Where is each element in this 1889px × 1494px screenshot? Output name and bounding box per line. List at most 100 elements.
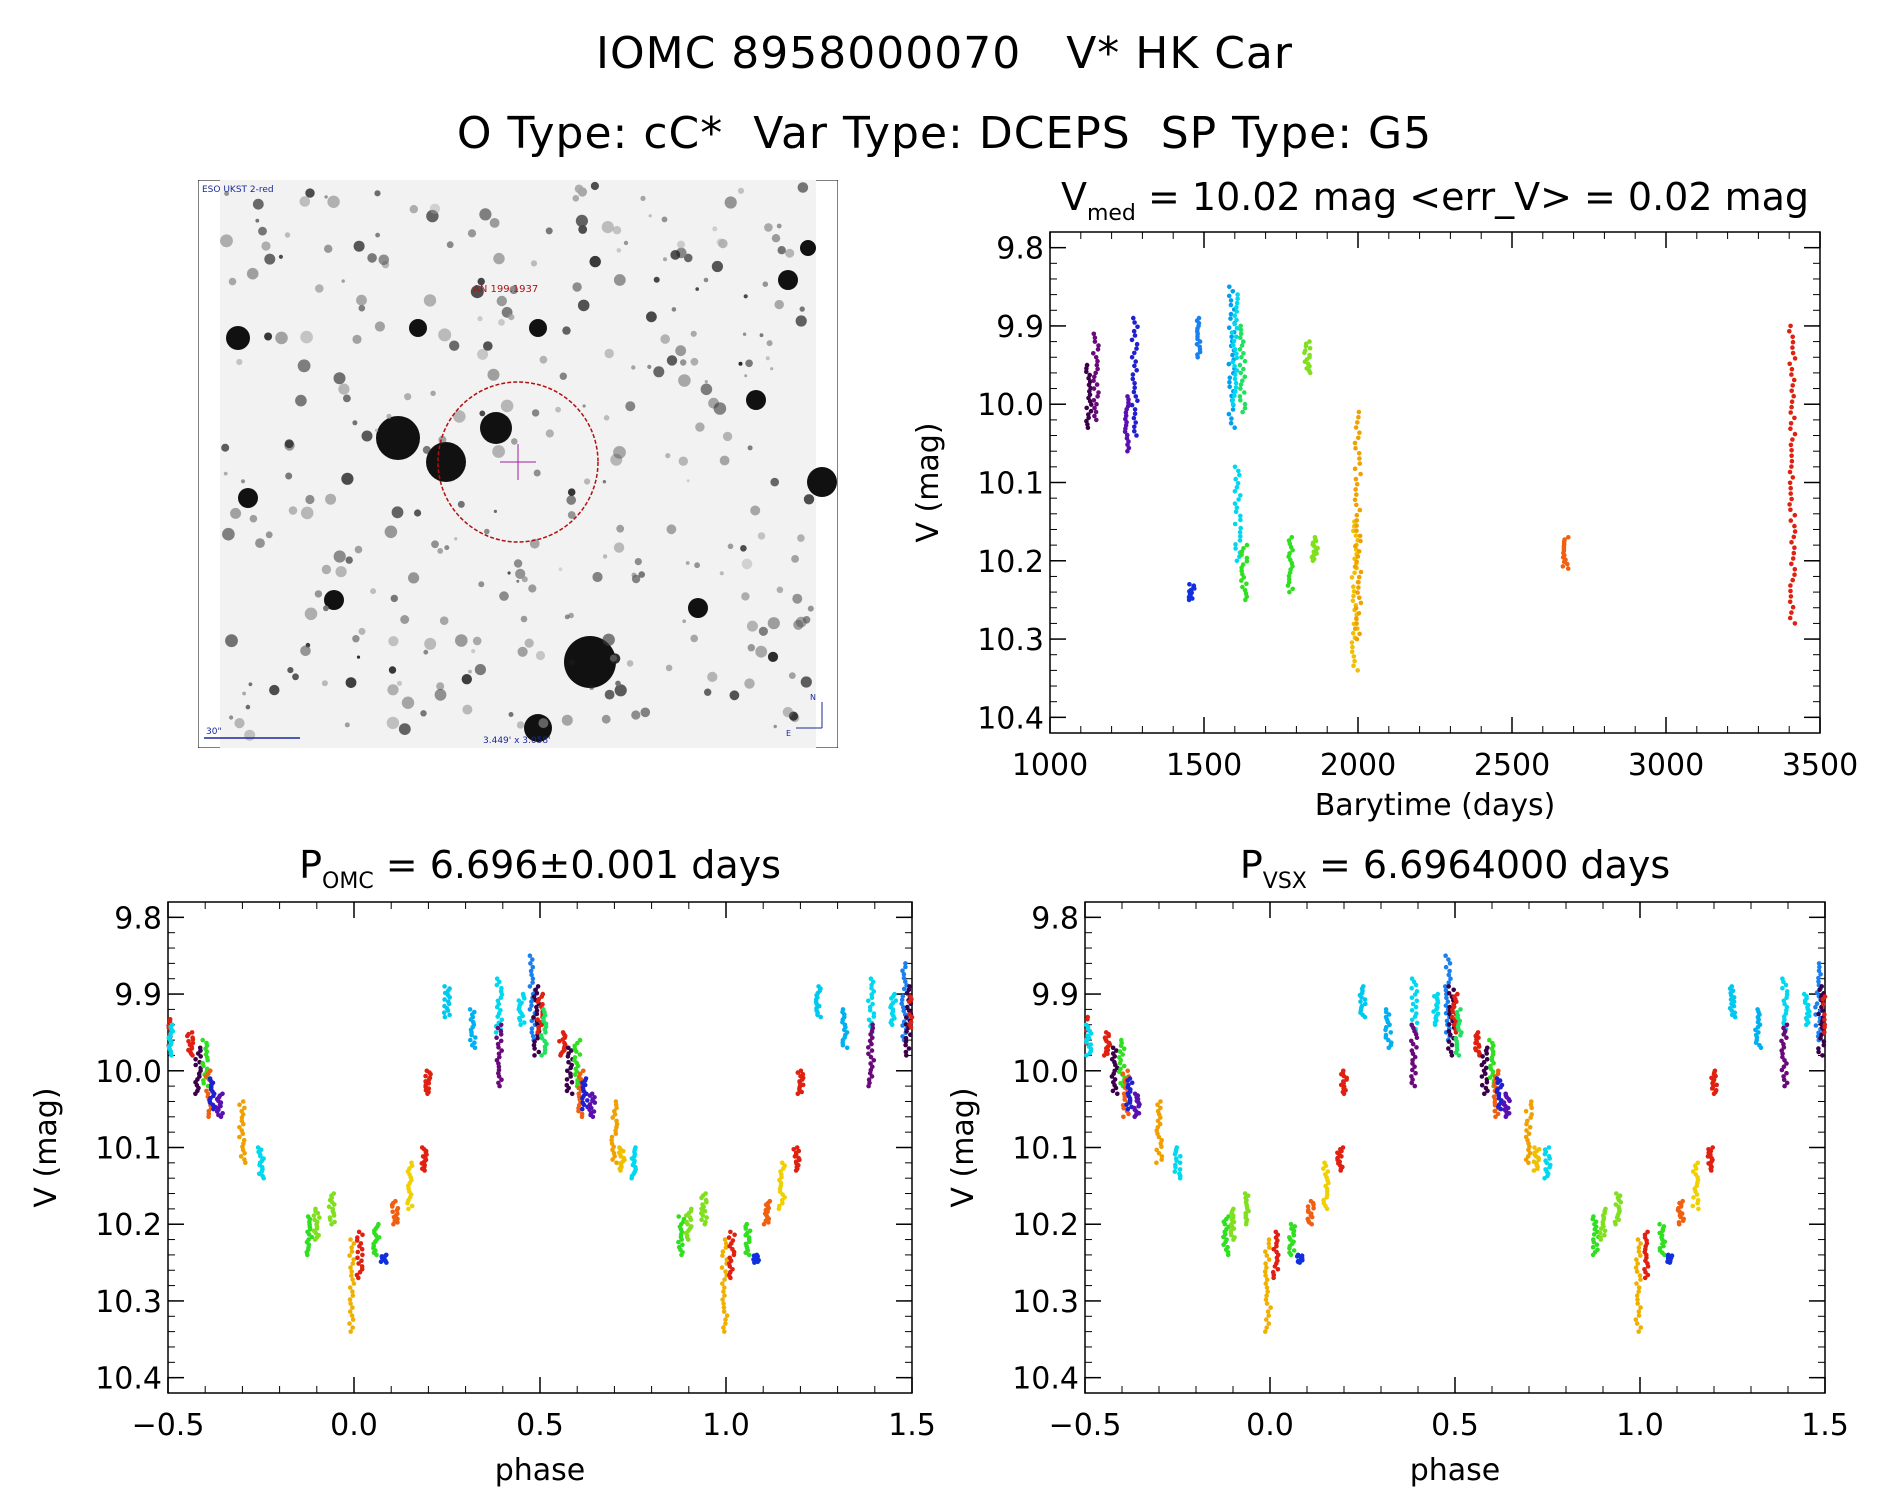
- light_curve-data-point: [1791, 377, 1797, 383]
- phase_omc-data-point: [328, 1217, 333, 1223]
- light_curve-data-point: [1349, 649, 1355, 655]
- phase_vsx-data-point: [1784, 1070, 1789, 1076]
- phase_vsx-data-point: [1155, 1118, 1161, 1124]
- phase_vsx-data-point: [1667, 1260, 1673, 1265]
- phase_vsx-data-point: [1532, 1145, 1537, 1150]
- light_curve-data-point: [1132, 411, 1138, 417]
- light_curve-data-point: [1353, 605, 1359, 611]
- phase_omc-data-point: [536, 1049, 542, 1055]
- phase_vsx-data-point: [1691, 1195, 1696, 1200]
- light_curve-frame: [1049, 231, 1821, 734]
- light_curve-title: Vmed = 10.02 mag <err_V> = 0.02 mag: [1061, 175, 1809, 226]
- light_curve-data-point: [1084, 366, 1089, 371]
- phase_vsx-data-point: [1292, 1224, 1298, 1229]
- phase_omc-data-point: [520, 1013, 525, 1019]
- phase_omc-data-point: [869, 1041, 874, 1047]
- phase_vsx-data-point: [1690, 1203, 1696, 1209]
- sky-star: [572, 195, 580, 202]
- phase_omc-data-point: [866, 1045, 871, 1050]
- light_curve-data-point: [1287, 589, 1292, 595]
- phase_vsx-data-point: [1816, 1011, 1821, 1017]
- phase_vsx-data-point: [1450, 1009, 1456, 1015]
- phase_vsx-data-point: [1597, 1230, 1603, 1236]
- light_curve-data-point: [1234, 305, 1239, 310]
- light_curve-data-point: [1356, 580, 1361, 585]
- phase_omc-xtick-label: 0.0: [330, 1408, 378, 1443]
- sky-star: [574, 184, 584, 194]
- light_curve-data-point: [1560, 564, 1566, 569]
- sky-star: [324, 195, 328, 199]
- phase_vsx-data-point: [1713, 1073, 1718, 1079]
- light_curve-data-point: [1230, 407, 1236, 412]
- phase_vsx-data-point: [1523, 1157, 1529, 1162]
- sky-star: [539, 355, 548, 364]
- light_curve-data-point: [1307, 346, 1313, 351]
- light_curve-data-point: [1228, 298, 1234, 303]
- sky-star: [770, 367, 774, 371]
- sky-star: [434, 688, 447, 701]
- sky-star: [483, 341, 493, 351]
- light_curve-data-point: [1240, 584, 1245, 590]
- phase_omc-data-point: [901, 1008, 906, 1014]
- phase_omc-data-point: [169, 1053, 174, 1058]
- sky-star: [764, 223, 773, 232]
- sky-star: [791, 555, 799, 563]
- light_curve-data-point: [1792, 523, 1797, 529]
- sky-stars: [220, 181, 837, 742]
- phase_vsx-data-point: [1635, 1261, 1640, 1266]
- sky-star: [690, 634, 698, 643]
- sky-star: [499, 591, 509, 601]
- sky-star: [568, 659, 575, 666]
- sky-star: [750, 505, 761, 516]
- phase_vsx-data-point: [1121, 1105, 1126, 1111]
- phase_omc-data-point: [610, 1115, 615, 1120]
- phase_vsx-data-point: [1243, 1221, 1249, 1227]
- phase_vsx-data-point: [1493, 1114, 1498, 1120]
- phase_vsx-data-point: [1636, 1285, 1642, 1290]
- phase_vsx-data-point: [1449, 1053, 1455, 1058]
- phase_omc-data-point: [242, 1105, 247, 1111]
- phase_omc-data-point: [391, 1214, 397, 1220]
- phase_omc-data-point: [766, 1220, 771, 1225]
- phase_omc-data-point: [237, 1125, 242, 1130]
- phase_vsx-data-point: [1291, 1232, 1297, 1238]
- sky-star: [646, 311, 657, 323]
- light_curve-data-point: [1355, 554, 1361, 559]
- phase_omc-data-point: [356, 1275, 361, 1281]
- phase_vsx-data-point: [1410, 1041, 1416, 1047]
- light_curve-data-point: [1238, 386, 1243, 391]
- light_curve-data-point: [1792, 572, 1797, 577]
- light_curve-data-point: [1095, 394, 1100, 399]
- phase_omc-data-point: [568, 1074, 573, 1079]
- phase_omc-data-point: [405, 1200, 410, 1206]
- light_curve-data-point: [1790, 334, 1795, 340]
- light_curve-data-point: [1302, 350, 1307, 356]
- sky-star: [520, 615, 528, 623]
- sky-star: [743, 294, 748, 299]
- light_curve-data-point: [1092, 339, 1098, 344]
- phase_vsx-data-point: [1480, 1054, 1485, 1059]
- phase_vsx-data-point: [1458, 1007, 1463, 1012]
- phase_vsx-data-point: [1265, 1309, 1271, 1314]
- phase_vsx-data-point: [1287, 1246, 1292, 1251]
- light_curve-ytick-label: 10.3: [977, 623, 1044, 658]
- phase_vsx-data-point: [1711, 1091, 1717, 1097]
- sky-star: [762, 281, 769, 287]
- sky-star: [386, 413, 392, 419]
- sky-star: [401, 696, 415, 709]
- sky-star: [278, 254, 283, 259]
- light_curve-data-point: [1237, 529, 1243, 535]
- phase_omc-xtick-label: −0.5: [132, 1408, 205, 1443]
- phase_vsx-data-point: [1125, 1078, 1130, 1083]
- phase_omc-ytick-label: 9.9: [114, 978, 162, 1013]
- phase_omc-data-point: [214, 1109, 220, 1114]
- light_curve-data-point: [1355, 420, 1360, 425]
- sky-star: [799, 306, 805, 312]
- light_curve-data-point: [1243, 597, 1248, 603]
- phase_omc-data-point: [529, 999, 534, 1004]
- light_curve-data-point: [1226, 411, 1232, 417]
- phase_omc-data-point: [684, 1213, 689, 1218]
- sky-star: [665, 453, 671, 459]
- phase_omc-data-point: [422, 1168, 427, 1173]
- sky-star: [755, 645, 768, 658]
